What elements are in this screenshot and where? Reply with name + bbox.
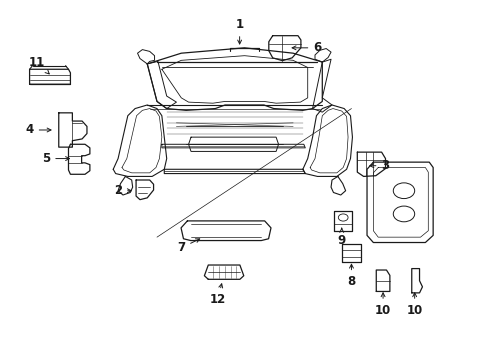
Text: 12: 12: [209, 284, 225, 306]
Text: 10: 10: [374, 293, 390, 317]
Text: 9: 9: [337, 228, 345, 247]
Text: 8: 8: [346, 264, 355, 288]
Text: 2: 2: [114, 184, 131, 197]
Text: 11: 11: [29, 55, 49, 74]
Text: 6: 6: [291, 41, 321, 54]
Text: 1: 1: [235, 18, 243, 44]
Text: 3: 3: [369, 159, 389, 172]
Text: 10: 10: [406, 293, 422, 317]
Text: 5: 5: [42, 152, 69, 165]
Text: 4: 4: [25, 123, 51, 136]
Text: 7: 7: [177, 239, 199, 255]
